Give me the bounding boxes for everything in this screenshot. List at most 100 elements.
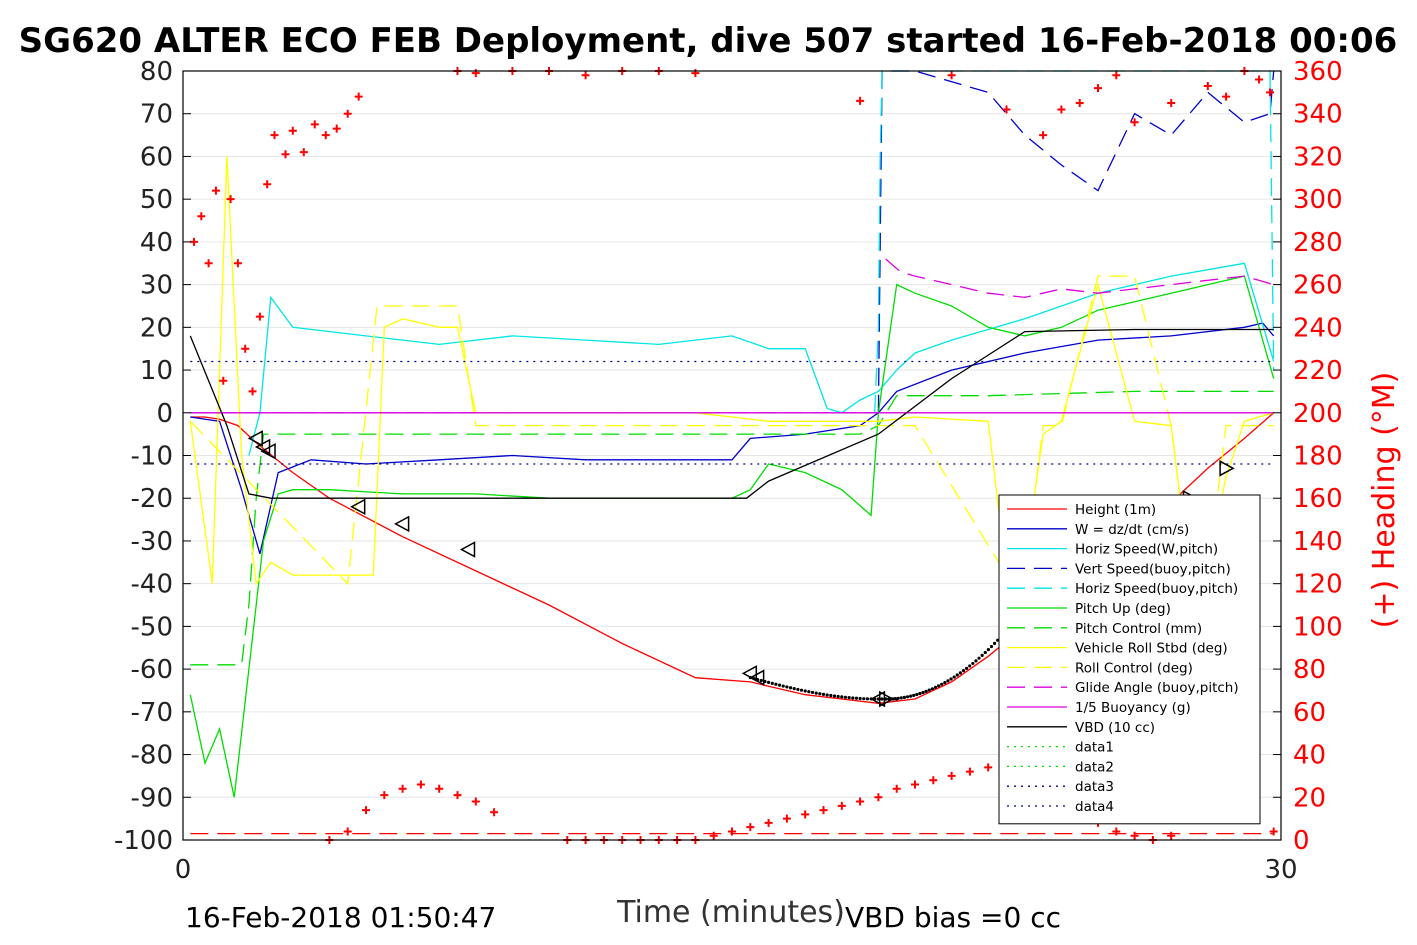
y-tick-label: -70	[131, 698, 173, 728]
heading-point	[947, 71, 956, 80]
sample-dot	[946, 679, 950, 683]
legend-entry: data2	[1075, 759, 1114, 775]
legend-entry: 1/5 Buoyancy (g)	[1075, 700, 1191, 716]
y2-tick-label: 200	[1293, 399, 1343, 429]
heading-point	[965, 767, 974, 776]
sample-dot	[893, 697, 897, 701]
sample-dot	[792, 687, 796, 691]
heading-point	[310, 120, 319, 129]
sample-dot	[777, 683, 782, 687]
heading-point	[321, 131, 330, 140]
sample-dot	[836, 694, 840, 699]
y-tick-label: -50	[131, 612, 173, 642]
sample-dot	[814, 691, 818, 695]
heading-point	[782, 814, 791, 823]
heading-point	[1203, 81, 1212, 90]
y-tick-label: -100	[114, 826, 173, 856]
sample-dot	[912, 693, 916, 697]
heading-point	[354, 92, 363, 101]
sample-dot	[818, 692, 822, 696]
sample-dot	[799, 688, 804, 692]
sample-dot	[980, 653, 984, 657]
heading-point	[343, 827, 352, 836]
heading-point	[490, 808, 499, 817]
footer-vbd-bias: VBD bias =0 cc	[845, 901, 1061, 934]
sample-dot	[961, 669, 966, 673]
y-tick-label: -10	[131, 442, 173, 472]
sample-dot	[968, 664, 972, 668]
heading-point	[911, 780, 919, 789]
heading-point	[801, 810, 810, 819]
heading-point	[416, 780, 425, 789]
heading-point	[837, 801, 846, 810]
sample-dot	[854, 696, 859, 700]
heading-point	[819, 806, 828, 815]
heading-point	[435, 784, 444, 793]
heading-point	[856, 96, 865, 105]
y2-tick-label: 80	[1293, 655, 1326, 685]
sample-dot	[840, 695, 844, 699]
sample-dot	[905, 695, 910, 699]
legend-box	[998, 494, 1261, 825]
y-tick-label: -40	[131, 570, 173, 600]
legend-entry: Pitch Up (deg)	[1075, 601, 1171, 617]
heading-point	[233, 259, 242, 268]
sample-dot	[983, 650, 987, 655]
heading-point	[380, 791, 389, 800]
x-axis-label: Time (minutes)	[616, 895, 845, 930]
y2-tick-label: 20	[1293, 783, 1326, 813]
heading-point	[343, 109, 352, 118]
triangle-marker	[749, 669, 765, 686]
heading-point	[281, 150, 290, 159]
sample-dot	[977, 656, 981, 660]
y2-tick-label: 160	[1293, 484, 1343, 514]
heading-point	[1167, 831, 1176, 840]
sample-dot	[759, 678, 763, 683]
sample-dot	[986, 647, 990, 652]
sample-dot	[843, 695, 848, 699]
heading-point	[332, 124, 341, 133]
y2-tick-label: 360	[1293, 57, 1343, 87]
triangle-marker	[741, 665, 758, 682]
y-tick-label: -20	[131, 484, 173, 514]
triangle-marker	[350, 498, 366, 516]
y2-tick-label: 40	[1293, 741, 1326, 771]
sample-dot	[974, 659, 978, 663]
y-tick-label: -60	[131, 655, 173, 685]
heading-point	[270, 131, 279, 140]
sample-dot	[807, 690, 811, 694]
y2-tick-label: 240	[1293, 313, 1343, 343]
y2-tick-label: 220	[1293, 356, 1343, 386]
sample-dot	[781, 684, 785, 688]
heading-point	[709, 831, 718, 840]
y-tick-label: 0	[156, 399, 173, 429]
heading-point	[746, 823, 755, 832]
heading-point	[1112, 71, 1121, 80]
y-tick-label: -80	[131, 741, 173, 771]
series-line-1	[190, 322, 1275, 554]
sample-dot	[949, 677, 953, 681]
sample-dot	[880, 697, 884, 701]
y2-tick-label: 260	[1293, 271, 1343, 301]
sample-dot	[821, 692, 826, 696]
heading-point	[1269, 827, 1278, 836]
sample-dot	[896, 696, 900, 700]
sample-dot	[788, 686, 793, 690]
heading-point	[248, 387, 257, 396]
y-tick-label: 20	[140, 313, 173, 343]
x-tick-label: 30	[1264, 855, 1297, 885]
sample-dot	[810, 690, 815, 695]
sample-dot	[915, 692, 919, 697]
heading-point	[226, 195, 235, 204]
y2-tick-label: 100	[1293, 612, 1343, 642]
series-line-2	[248, 262, 1275, 456]
sample-dot	[796, 687, 800, 692]
triangle-marker	[869, 690, 886, 708]
heading-point	[1130, 831, 1139, 840]
heading-point	[1112, 827, 1121, 836]
sample-dot	[993, 641, 997, 646]
sample-dot	[902, 695, 906, 699]
legend-entry: Pitch Control (mm)	[1075, 621, 1202, 637]
heading-point	[1075, 99, 1084, 108]
heading-point	[1039, 131, 1048, 140]
